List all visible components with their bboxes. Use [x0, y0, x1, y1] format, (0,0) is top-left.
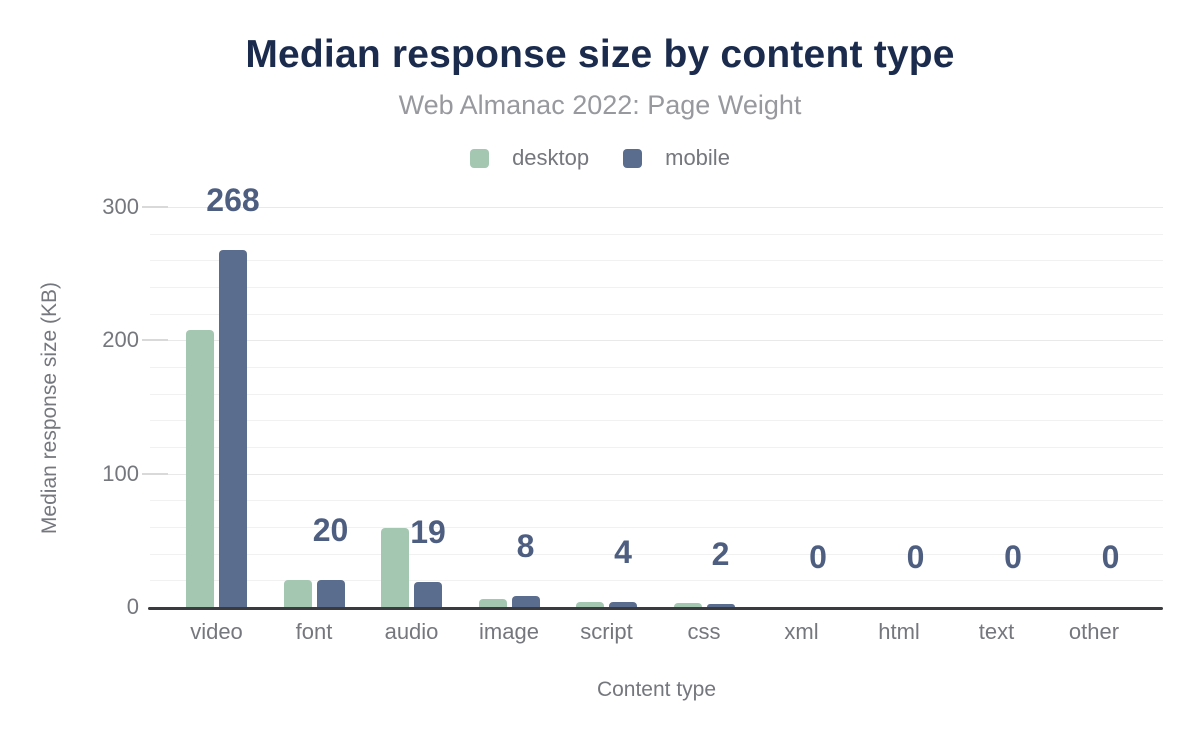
y-tick-label-100: 100: [102, 461, 139, 486]
data-label-text: 0: [1004, 539, 1022, 575]
bar-mobile-video[interactable]: [219, 250, 247, 607]
data-label-image: 8: [516, 528, 535, 564]
y-tick-label-0: 0: [126, 594, 139, 619]
x-axis-line: [148, 607, 1163, 610]
x-tick-label-html: html: [878, 619, 920, 644]
gridline-40: [150, 554, 1163, 555]
bar-desktop-script[interactable]: [576, 602, 604, 607]
bar-mobile-css[interactable]: [706, 604, 735, 607]
gridline-20: [150, 580, 1163, 581]
gridline-280: [150, 234, 1163, 235]
y-tick-label-200: 200: [102, 327, 139, 352]
x-tick-label-image: image: [479, 619, 539, 644]
x-axis-title: Content type: [596, 678, 717, 701]
legend-swatch-desktop: [470, 148, 490, 168]
gridline-120: [150, 447, 1163, 448]
data-label-html: 0: [906, 539, 925, 575]
y-tick-mark-200: [142, 339, 168, 341]
bar-mobile-script[interactable]: [609, 602, 637, 607]
data-label-video: 268: [206, 182, 260, 218]
x-tick-label-other: other: [1068, 619, 1120, 644]
gridline-80: [150, 500, 1163, 501]
gridline-240: [150, 287, 1163, 288]
data-label-audio: 19: [410, 514, 446, 550]
bar-mobile-audio[interactable]: [414, 582, 442, 607]
data-label-xml: 0: [809, 539, 827, 575]
bar-desktop-font[interactable]: [283, 580, 312, 607]
x-tick-label-css: css: [687, 619, 721, 644]
x-tick-label-video: video: [190, 619, 243, 644]
bar-desktop-video[interactable]: [186, 330, 214, 607]
gridline-140: [150, 420, 1163, 421]
chart-title: Median response size by content type: [245, 33, 955, 76]
data-label-script: 4: [614, 534, 632, 570]
gridline-100: [150, 474, 1163, 475]
y-tick-mark-100: [142, 473, 168, 475]
x-tick-label-audio: audio: [384, 619, 439, 644]
legend-label-mobile: mobile: [665, 145, 730, 170]
y-tick-mark-300: [142, 206, 168, 208]
legend-item-desktop[interactable]: desktop: [470, 145, 589, 171]
bar-desktop-css[interactable]: [673, 603, 702, 607]
x-tick-label-xml: xml: [784, 619, 819, 644]
data-label-other: 0: [1101, 539, 1120, 575]
legend-label-desktop: desktop: [512, 145, 590, 170]
y-tick-label-300: 300: [102, 194, 139, 219]
gridline-260: [150, 260, 1163, 261]
x-tick-label-text: text: [978, 619, 1015, 644]
x-tick-label-script: script: [580, 619, 633, 644]
legend-item-mobile[interactable]: mobile: [623, 145, 730, 171]
legend: desktop mobile: [0, 145, 1200, 171]
gridline-180: [150, 367, 1163, 368]
gridline-200: [150, 340, 1163, 341]
bar-mobile-image[interactable]: [511, 596, 540, 607]
bar-mobile-font[interactable]: [316, 580, 345, 607]
legend-swatch-mobile: [623, 148, 643, 168]
gridline-300: [150, 207, 1163, 208]
x-tick-label-font: font: [295, 619, 333, 644]
gridline-60: [150, 527, 1163, 528]
data-label-font: 20: [312, 512, 349, 548]
y-axis-title: Median response size (KB): [38, 281, 61, 535]
gridline-160: [150, 394, 1163, 395]
data-label-css: 2: [711, 536, 730, 572]
bar-desktop-audio[interactable]: [381, 528, 409, 607]
bar-desktop-image[interactable]: [478, 599, 507, 607]
gridline-220: [150, 314, 1163, 315]
chart-subtitle: Web Almanac 2022: Page Weight: [398, 90, 802, 120]
